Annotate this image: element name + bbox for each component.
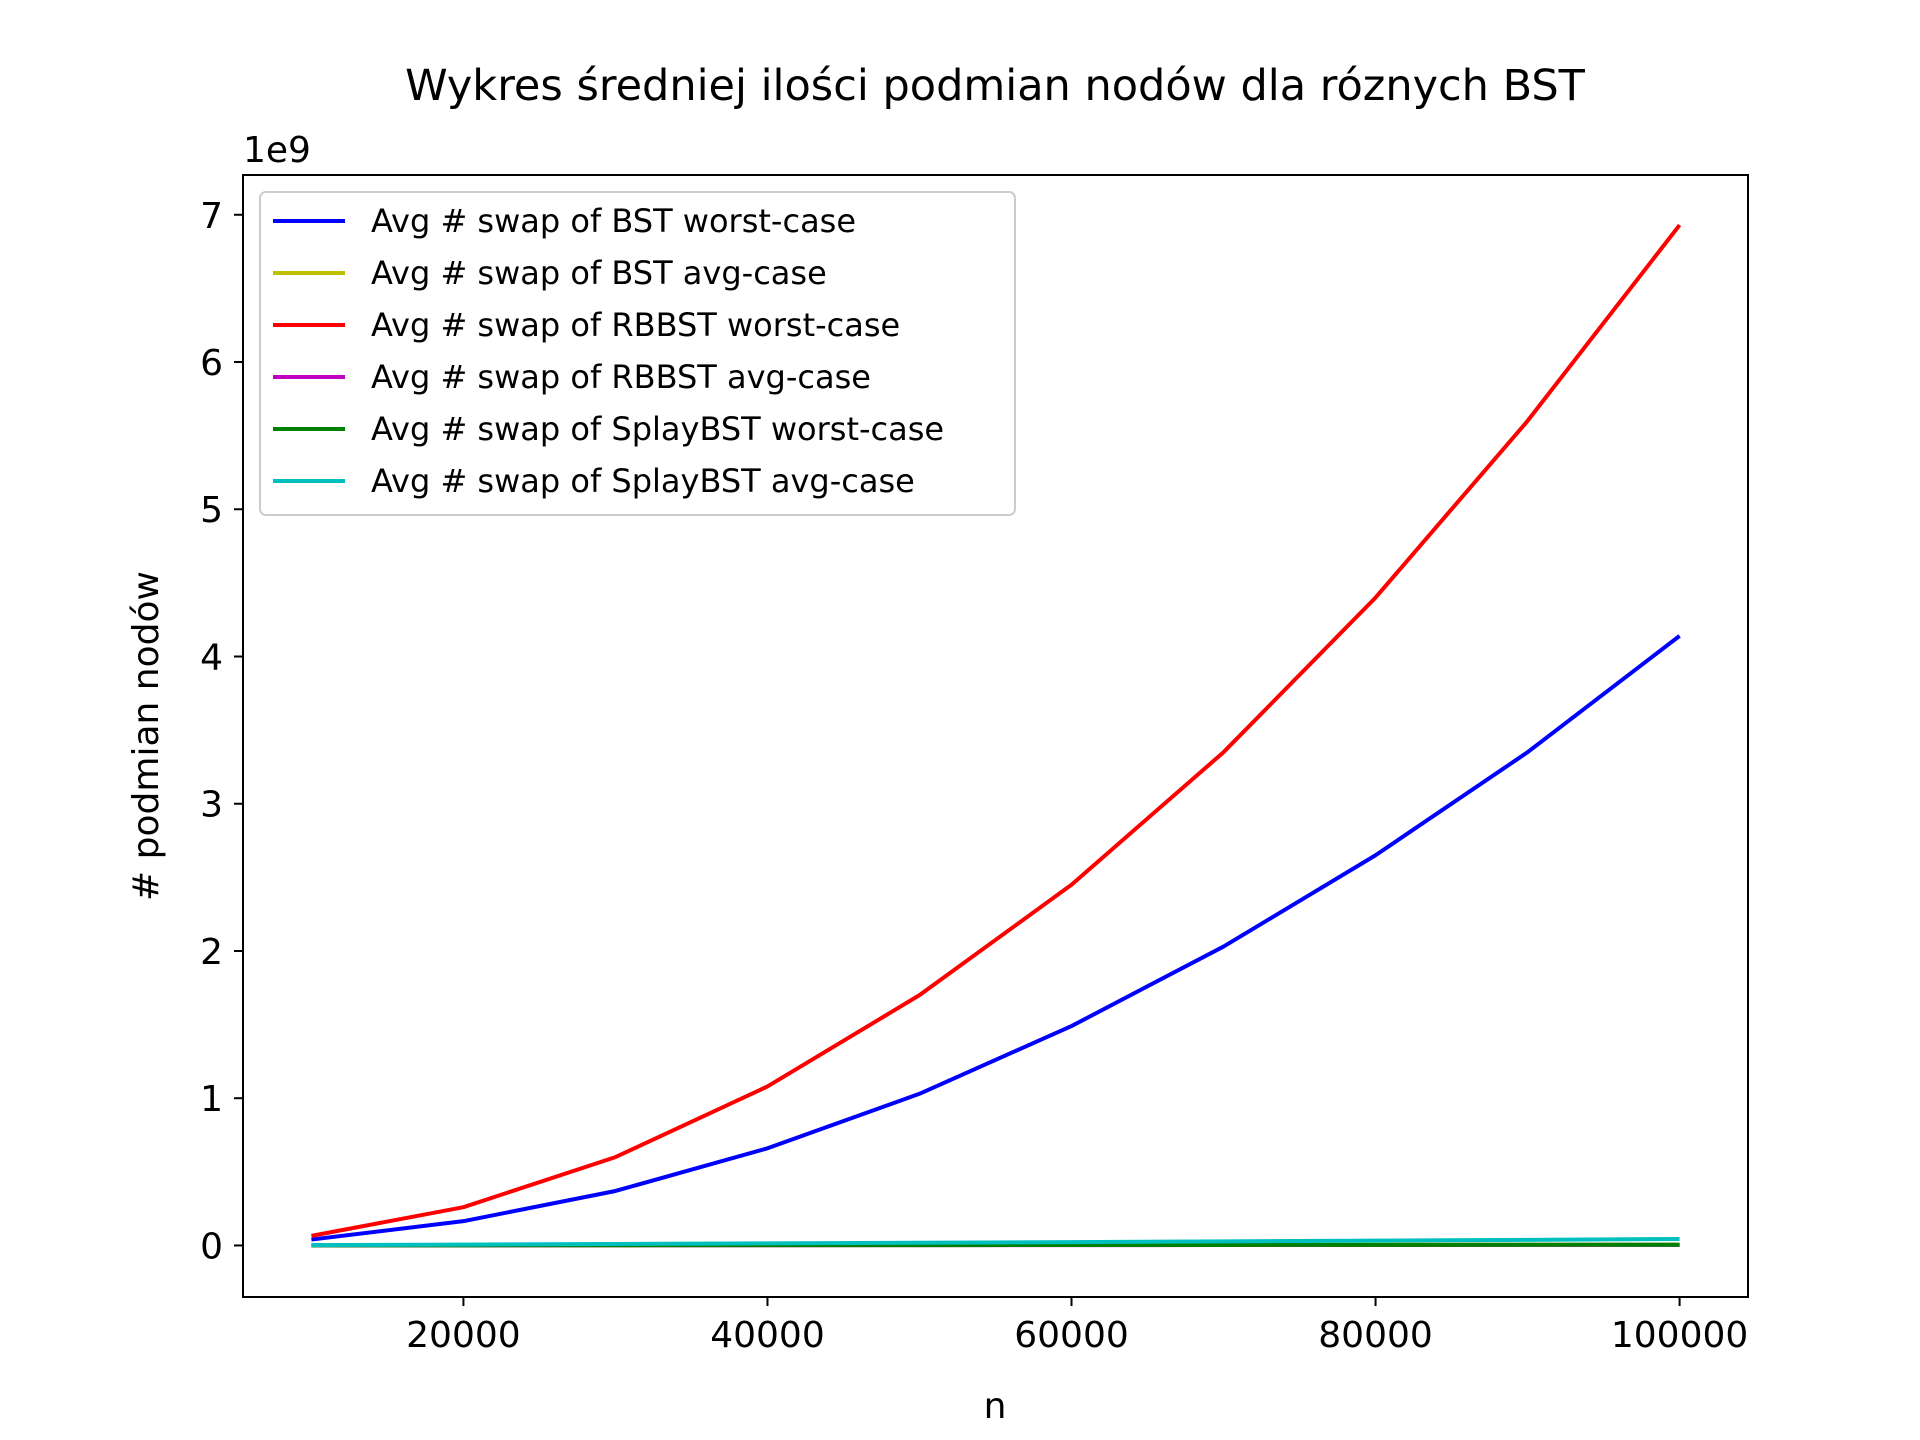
y-tick-label: 5 <box>200 490 223 531</box>
legend-label-5: Avg # swap of SplayBST worst-case <box>371 410 944 448</box>
y-tick-label: 1 <box>200 1079 223 1120</box>
y-tick-label: 2 <box>200 932 223 973</box>
x-axis-label: n <box>984 1386 1007 1427</box>
series-line-3 <box>311 223 1682 1238</box>
plot-frame <box>242 174 1749 1298</box>
y-tick-label: 7 <box>200 196 223 237</box>
x-tick-label: 60000 <box>1014 1315 1129 1356</box>
series-line-1 <box>311 634 1681 1242</box>
y-tick-label: 0 <box>200 1226 223 1267</box>
legend-box <box>259 191 1016 516</box>
legend-label-2: Avg # swap of BST avg-case <box>371 254 827 292</box>
series-layer <box>311 223 1682 1248</box>
y-axis-multiplier: 1e9 <box>243 130 311 171</box>
x-tick-label: 80000 <box>1318 1315 1433 1356</box>
y-axis-label: # podmian nodów <box>126 571 167 901</box>
legend-label-6: Avg # swap of SplayBST avg-case <box>371 462 915 500</box>
x-tick-label: 40000 <box>710 1315 825 1356</box>
y-tick-label: 4 <box>200 637 223 678</box>
chart-title: Wykres średniej ilości podmian nodów dla… <box>405 61 1586 111</box>
legend-label-4: Avg # swap of RBBST avg-case <box>371 358 871 396</box>
x-tick-label: 20000 <box>406 1315 521 1356</box>
y-tick-label: 6 <box>200 343 223 384</box>
y-tick-label: 3 <box>200 785 223 826</box>
legend: Avg # swap of BST worst-case Avg # swap o… <box>259 191 1016 516</box>
y-axis-ticks: 0 1 2 3 4 5 6 7 <box>200 196 243 1267</box>
x-tick-label: 100000 <box>1611 1315 1748 1356</box>
legend-label-3: Avg # swap of RBBST worst-case <box>371 306 900 344</box>
series-line-6 <box>311 1236 1680 1248</box>
x-axis-ticks: 20000 40000 60000 80000 100000 <box>406 1297 1748 1356</box>
legend-label-1: Avg # swap of BST worst-case <box>371 202 856 240</box>
